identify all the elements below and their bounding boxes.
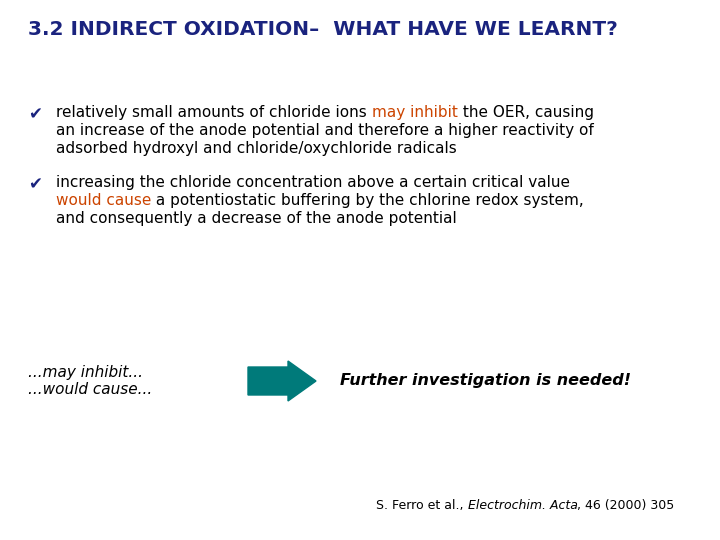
- Text: S. Ferro et al.,: S. Ferro et al.,: [376, 499, 467, 512]
- Text: increasing the chloride concentration above a certain critical value: increasing the chloride concentration ab…: [56, 175, 570, 190]
- Text: ...may inhibit...
...would cause...: ...may inhibit... ...would cause...: [28, 365, 152, 397]
- Text: ✔: ✔: [28, 105, 42, 123]
- Text: Electrochim. Acta: Electrochim. Acta: [467, 499, 577, 512]
- Text: relatively small amounts of chloride ions: relatively small amounts of chloride ion…: [56, 105, 372, 120]
- Text: adsorbed hydroxyl and chloride/oxychloride radicals: adsorbed hydroxyl and chloride/oxychlori…: [56, 141, 456, 156]
- Text: ✔: ✔: [28, 175, 42, 193]
- Text: an increase of the anode potential and therefore a higher reactivity of: an increase of the anode potential and t…: [56, 123, 594, 138]
- Text: Further investigation is needed!: Further investigation is needed!: [340, 373, 631, 388]
- Text: the OER, causing: the OER, causing: [457, 105, 593, 120]
- Text: and consequently a decrease of the anode potential: and consequently a decrease of the anode…: [56, 211, 456, 226]
- Text: may inhibit: may inhibit: [372, 105, 457, 120]
- Text: , 46 (2000) 305: , 46 (2000) 305: [577, 499, 675, 512]
- Text: a potentiostatic buffering by the chlorine redox system,: a potentiostatic buffering by the chlori…: [151, 193, 584, 208]
- Text: would cause: would cause: [56, 193, 151, 208]
- FancyArrow shape: [248, 361, 316, 401]
- Text: 3.2 INDIRECT OXIDATION–  WHAT HAVE WE LEARNT?: 3.2 INDIRECT OXIDATION– WHAT HAVE WE LEA…: [28, 20, 618, 39]
